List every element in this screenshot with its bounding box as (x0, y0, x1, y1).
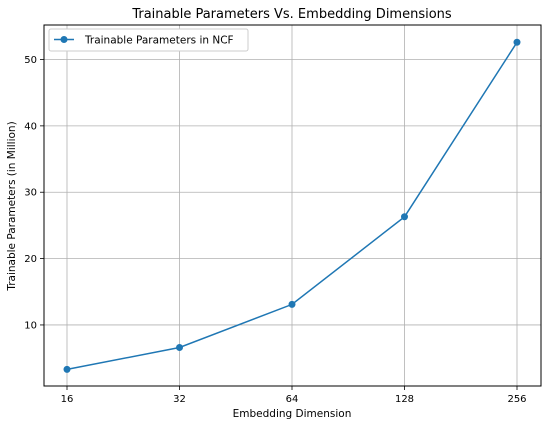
legend-box (48, 28, 249, 52)
y-tick-label: 50 (24, 55, 37, 66)
data-point (513, 38, 521, 46)
y-tick-label: 20 (24, 254, 37, 265)
data-point (63, 365, 71, 373)
legend-marker (60, 36, 68, 43)
x-tick-label: 128 (395, 394, 414, 405)
data-point (401, 213, 408, 221)
plot-area-frame (43, 24, 542, 387)
y-tick-label: 30 (24, 188, 37, 199)
data-point (176, 344, 183, 352)
x-tick-label: 32 (173, 394, 186, 405)
x-tick-label: 256 (507, 394, 526, 405)
axis-ticks: 16 32 64 128 256 10 20 30 40 50 (24, 55, 526, 405)
y-tick-label: 10 (24, 320, 37, 331)
legend-label: Trainable Parameters in NCF (84, 35, 234, 47)
y-axis-label: Trainable Parameters (in Million) (6, 121, 18, 291)
x-tick-label: 16 (61, 394, 74, 405)
x-axis-label: Embedding Dimension (233, 408, 352, 420)
x-tick-label: 64 (286, 394, 299, 405)
y-tick-label: 40 (24, 121, 37, 132)
chart-title: Trainable Parameters Vs. Embedding Dimen… (131, 7, 452, 22)
series-layer (63, 38, 521, 373)
legend: Trainable Parameters in NCF (48, 28, 249, 52)
data-point (288, 300, 296, 308)
grid-lines (44, 25, 541, 386)
